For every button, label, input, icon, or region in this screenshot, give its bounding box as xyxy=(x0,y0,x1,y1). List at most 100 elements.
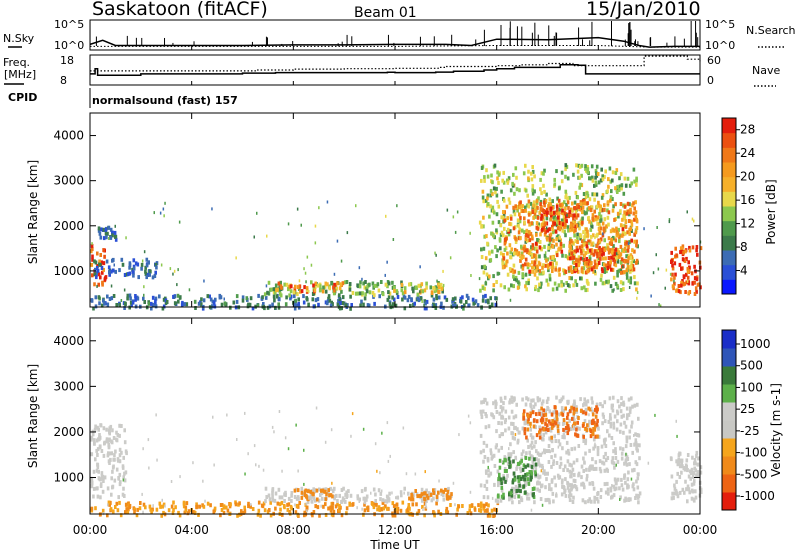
date-title: 15/Jan/2010 xyxy=(586,0,701,20)
heatmap-cell xyxy=(587,206,591,211)
heatmap-cell xyxy=(283,499,286,503)
heatmap-cell xyxy=(541,417,545,422)
heatmap-cell xyxy=(541,222,544,227)
heatmap-cell xyxy=(129,296,132,301)
heatmap-cell xyxy=(538,474,542,479)
heatmap-cell xyxy=(381,513,384,518)
heatmap-cell xyxy=(183,510,187,515)
heatmap-cell xyxy=(267,280,271,285)
heatmap-cell xyxy=(529,413,532,418)
heatmap-cell xyxy=(158,501,162,506)
heatmap-cell xyxy=(619,409,623,414)
heatmap-cell xyxy=(598,239,602,244)
heatmap-cell xyxy=(314,504,317,509)
heatmap-cell xyxy=(264,486,268,491)
heatmap-cell xyxy=(564,493,568,498)
heatmap-cell xyxy=(414,285,418,290)
heatmap-cell xyxy=(102,261,106,266)
heatmap-cell xyxy=(222,505,226,510)
heatmap-cell xyxy=(307,489,310,494)
heatmap-cell xyxy=(625,452,627,456)
heatmap-cell xyxy=(503,247,507,252)
heatmap-cell xyxy=(618,404,621,409)
heatmap-cell xyxy=(400,493,403,498)
heatmap-cell xyxy=(595,402,599,407)
heatmap-cell xyxy=(363,296,367,301)
heatmap-cell xyxy=(423,299,427,304)
heatmap-cell xyxy=(93,282,96,287)
heatmap-cell xyxy=(525,451,528,456)
heatmap-cell xyxy=(139,501,142,505)
heatmap-cell xyxy=(482,294,485,299)
heatmap-cell xyxy=(620,456,624,461)
heatmap-cell xyxy=(522,255,525,260)
heatmap-cell xyxy=(333,288,336,293)
heatmap-cell xyxy=(529,411,532,416)
heatmap-cell xyxy=(465,293,469,298)
heatmap-cell xyxy=(410,297,413,302)
heatmap-cell xyxy=(106,453,110,458)
heatmap-cell xyxy=(627,498,631,502)
heatmap-cell xyxy=(588,242,590,246)
heatmap-cell xyxy=(280,285,283,290)
heatmap-cell xyxy=(636,485,640,490)
heatmap-cell xyxy=(523,477,526,482)
heatmap-cell xyxy=(490,173,493,178)
heatmap-cell xyxy=(616,211,620,216)
heatmap-cell xyxy=(696,282,700,287)
heatmap-cell xyxy=(513,212,517,217)
heatmap-cell xyxy=(105,439,108,444)
heatmap-cell xyxy=(585,210,588,215)
heatmap-cell xyxy=(599,277,603,282)
heatmap-cell xyxy=(603,217,607,222)
heatmap-cell xyxy=(271,491,274,496)
heatmap-cell xyxy=(627,245,630,249)
heatmap-cell xyxy=(539,497,543,501)
heatmap-cell xyxy=(195,502,198,507)
heatmap-cell xyxy=(544,412,548,417)
heatmap-cell xyxy=(617,227,620,232)
heatmap-cell xyxy=(498,458,502,463)
heatmap-cell xyxy=(90,437,93,442)
heatmap-cell xyxy=(548,409,552,414)
heatmap-cell xyxy=(490,249,494,254)
heatmap-cell xyxy=(100,303,104,308)
heatmap-cell xyxy=(599,469,603,474)
heatmap-cell xyxy=(458,433,460,437)
heatmap-cell xyxy=(618,176,621,181)
heatmap-cell xyxy=(595,192,599,197)
heatmap-cell xyxy=(576,195,579,200)
heatmap-cell xyxy=(523,431,527,436)
heatmap-cell xyxy=(606,263,610,268)
heatmap-cell xyxy=(553,258,556,263)
heatmap-cell xyxy=(673,279,675,283)
heatmap-cell xyxy=(396,495,400,500)
heatmap-cell xyxy=(609,421,613,426)
heatmap-cell xyxy=(345,490,348,495)
heatmap-cell xyxy=(669,272,672,276)
heatmap-cell xyxy=(549,450,551,454)
heatmap-cell xyxy=(503,455,507,460)
power-colorbar-swatch xyxy=(722,118,736,134)
heatmap-cell xyxy=(483,264,486,269)
heatmap-cell xyxy=(206,501,210,506)
heatmap-cell xyxy=(492,233,495,238)
heatmap-cell xyxy=(405,472,408,476)
heatmap-cell xyxy=(512,284,515,289)
heatmap-cell xyxy=(514,166,518,171)
heatmap-cell xyxy=(178,295,182,300)
heatmap-cell xyxy=(120,450,123,455)
heatmap-cell xyxy=(364,292,367,297)
heatmap-cell xyxy=(613,288,615,292)
heatmap-cell xyxy=(380,280,383,284)
heatmap-cell xyxy=(510,409,514,414)
heatmap-cell xyxy=(502,401,505,406)
heatmap-cell xyxy=(384,282,388,287)
heatmap-cell xyxy=(574,485,578,490)
power-colorbar-swatch xyxy=(722,250,736,266)
heatmap-cell xyxy=(579,234,583,239)
heatmap-cell xyxy=(262,468,265,472)
heatmap-cell xyxy=(500,488,504,493)
